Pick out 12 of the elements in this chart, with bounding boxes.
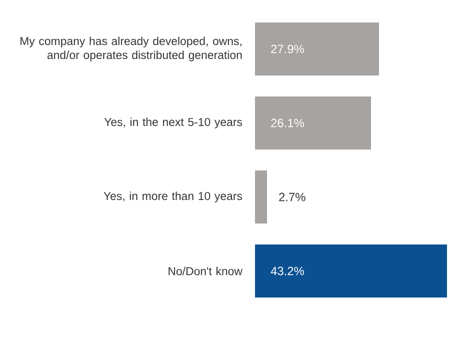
bar <box>255 96 372 150</box>
data-label: 2.7% <box>279 192 306 202</box>
data-label: 43.2% <box>270 266 304 276</box>
y-tick-label: Yes, in more than 10 years <box>104 192 242 202</box>
y-tick-label: No/Don't know <box>168 266 242 276</box>
bar <box>255 22 380 76</box>
y-tick-label: My company has already developed, owns, and/or operates distributed generation <box>20 36 242 62</box>
bar <box>255 244 448 298</box>
data-label: 26.1% <box>271 118 304 128</box>
bar <box>255 170 268 224</box>
data-label: 27.9% <box>271 44 304 54</box>
y-tick-label: Yes, in the next 5-10 years <box>104 118 242 128</box>
